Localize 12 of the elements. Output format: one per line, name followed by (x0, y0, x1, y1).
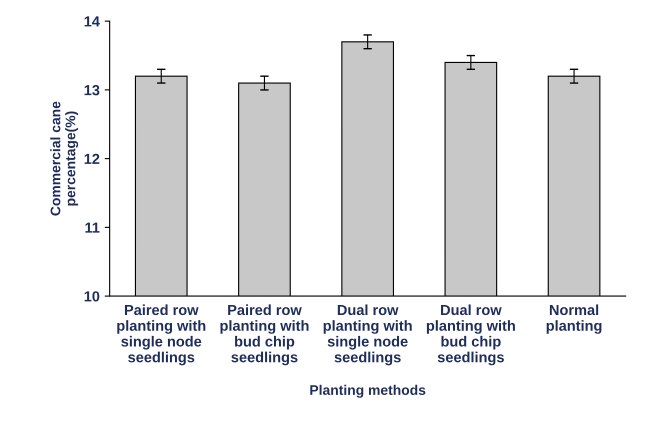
x-axis-title: Planting methods (310, 384, 426, 398)
y-tick-label: 10 (84, 291, 100, 302)
y-tick-label: 12 (84, 154, 100, 164)
x-tick-label: Paired row planting with bud chip seedlings (220, 304, 309, 366)
y-axis-title: Commercial cane percentage(%) (50, 102, 78, 216)
x-tick-label: Dual row planting with single node seedlings (324, 304, 412, 366)
x-tick-label: Paired row planting with single node seedlings (117, 304, 206, 366)
y-tick-label: 13 (84, 84, 100, 96)
x-tick-label: Normal planting (546, 304, 602, 334)
y-tick-label: 14 (84, 16, 100, 26)
x-tick-label: Dual row planting with bud chip seedlings (426, 304, 515, 366)
y-tick-label: 11 (85, 222, 100, 233)
